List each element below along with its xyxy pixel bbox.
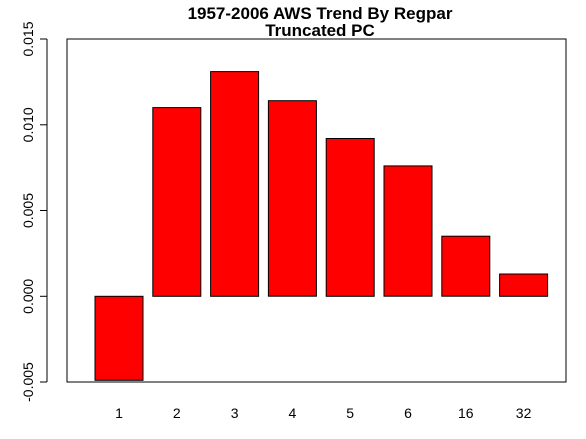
x-axis: 1 2 3 4 5 6 16 32	[115, 405, 531, 421]
y-axis: -0.005 0.000 0.005 0.010 0.015	[20, 21, 48, 402]
x-tick-label: 32	[516, 405, 532, 421]
bars-layer	[94, 71, 549, 381]
y-tick-label: 0.000	[20, 279, 36, 314]
bar-4	[267, 100, 317, 297]
y-tick-label: -0.005	[20, 362, 36, 402]
x-tick-label: 16	[458, 405, 474, 421]
bar-3	[210, 71, 260, 297]
chart-subtitle: Truncated PC	[265, 21, 375, 40]
bar-6	[383, 165, 433, 297]
y-tick-label: 0.015	[20, 21, 36, 56]
x-tick-label: 1	[115, 405, 123, 421]
x-tick-label: 4	[289, 405, 297, 421]
bar-5	[325, 138, 375, 297]
x-tick-label: 6	[404, 405, 412, 421]
bar-1	[94, 295, 144, 381]
x-tick-label: 2	[173, 405, 181, 421]
x-tick-label: 5	[346, 405, 354, 421]
x-tick-label: 3	[231, 405, 239, 421]
bar-16	[441, 235, 491, 297]
bar-32	[499, 273, 549, 297]
y-tick-label: 0.005	[20, 193, 36, 228]
plot-area-frame	[66, 38, 567, 383]
bar-2	[152, 107, 202, 297]
chart-title: 1957-2006 AWS Trend By Regpar	[188, 4, 453, 23]
y-tick-label: 0.010	[20, 107, 36, 142]
